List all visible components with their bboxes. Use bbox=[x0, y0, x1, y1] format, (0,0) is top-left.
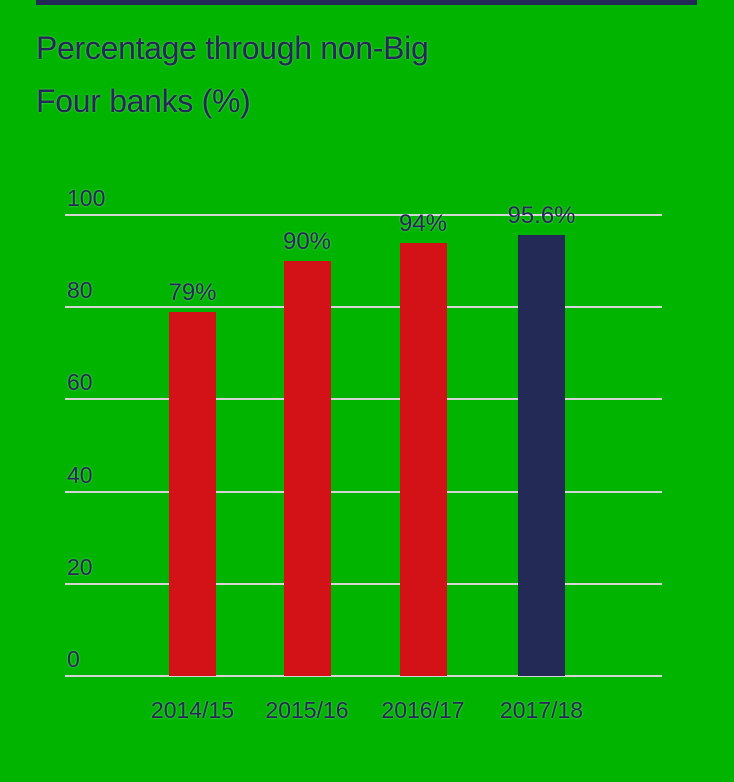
y-axis-tick-label: 40 bbox=[67, 461, 93, 488]
bar-value-label: 79% bbox=[168, 278, 217, 306]
gridline-20 bbox=[65, 582, 662, 585]
bar-value-label: 94% bbox=[398, 209, 448, 237]
y-axis-tick-label: 0 bbox=[67, 646, 80, 672]
bar-value-label: 90% bbox=[282, 228, 332, 256]
gridline-40 bbox=[65, 490, 662, 493]
y-axis-tick-label: 100 bbox=[67, 185, 106, 211]
y-axis-tick-label: 80 bbox=[67, 277, 93, 304]
bar-2016-17 bbox=[399, 242, 447, 676]
y-axis-tick-label: 60 bbox=[67, 369, 93, 396]
x-category-label: 2014/15 bbox=[150, 697, 235, 723]
gridline-0 bbox=[65, 675, 662, 677]
x-category-label: 2016/17 bbox=[381, 697, 465, 723]
y-axis-tick-label: 20 bbox=[67, 553, 93, 580]
gridline-60 bbox=[65, 398, 662, 401]
bar-value-label: 95.6% bbox=[507, 202, 576, 230]
bar-2014-15 bbox=[169, 311, 216, 676]
gridline-80 bbox=[65, 306, 662, 309]
chart-title-line2: Four banks (%) bbox=[36, 83, 251, 119]
chart-title: Percentage through non-Big Four banks (%… bbox=[36, 22, 429, 128]
x-category-label: 2017/18 bbox=[499, 697, 584, 723]
bar-2015-16 bbox=[283, 261, 331, 676]
bar-2017-18 bbox=[518, 235, 565, 676]
chart-title-line1: Percentage through non-Big bbox=[36, 30, 429, 66]
x-category-label: 2015/16 bbox=[265, 697, 349, 723]
gridline-100 bbox=[65, 214, 662, 216]
top-accent-bar bbox=[36, 0, 697, 5]
